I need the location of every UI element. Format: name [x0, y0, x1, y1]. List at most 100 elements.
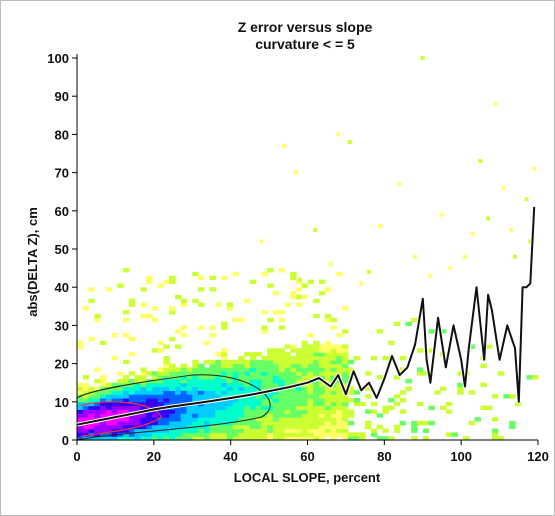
- density-cell: [221, 378, 228, 384]
- density-cell: [105, 420, 113, 426]
- density-cell: [209, 436, 216, 441]
- density-cell: [313, 432, 320, 437]
- density-cell: [203, 428, 211, 433]
- density-cell: [180, 333, 188, 338]
- density-cell: [313, 413, 320, 418]
- density-cell: [290, 417, 297, 422]
- density-cell: [117, 405, 124, 410]
- density-cell: [261, 436, 268, 441]
- density-cell: [180, 398, 188, 403]
- density-cell: [117, 424, 124, 430]
- y-tick-label: 20: [55, 357, 69, 372]
- density-cell: [232, 390, 239, 395]
- density-cell: [151, 420, 159, 426]
- density-cell: [215, 417, 222, 422]
- chart-title: Z error versus slope: [238, 19, 373, 35]
- density-cell: [272, 363, 280, 368]
- density-cell: [272, 375, 280, 380]
- density-cell: [261, 409, 268, 414]
- density-cell: [313, 401, 320, 407]
- density-cell: [163, 344, 170, 349]
- outlier-point: [463, 254, 467, 259]
- density-cell: [347, 359, 355, 365]
- density-cell: [313, 424, 320, 430]
- density-cell: [192, 432, 199, 437]
- density-cell: [238, 413, 245, 418]
- density-cell: [111, 417, 118, 422]
- density-cell: [232, 398, 239, 403]
- density-cell: [175, 294, 182, 300]
- density-cell: [77, 436, 84, 441]
- density-cell: [82, 306, 90, 311]
- density-cell: [203, 386, 211, 391]
- density-cell: [111, 409, 118, 414]
- density-cell: [117, 371, 124, 376]
- density-cell: [399, 409, 407, 414]
- density-cell: [336, 405, 343, 410]
- density-cell: [215, 302, 222, 307]
- density-cell: [186, 436, 193, 441]
- density-cell: [198, 367, 205, 372]
- density-cell: [232, 409, 239, 414]
- density-cell: [111, 398, 118, 403]
- density-cell: [100, 375, 107, 380]
- density-cell: [278, 401, 286, 407]
- density-cell: [324, 432, 332, 437]
- density-cell: [267, 409, 274, 414]
- density-cell: [163, 424, 170, 430]
- density-cell: [157, 401, 165, 407]
- density-cell: [238, 432, 245, 437]
- density-cell: [296, 394, 303, 399]
- density-cell: [261, 356, 268, 361]
- density-cell: [319, 390, 326, 395]
- density-cell: [221, 424, 228, 430]
- density-cell: [284, 394, 291, 399]
- density-cell: [272, 398, 280, 403]
- density-cell: [272, 382, 280, 388]
- density-cell: [267, 375, 274, 380]
- density-cell: [140, 405, 147, 410]
- density-cell: [157, 382, 165, 388]
- density-cell: [278, 348, 286, 353]
- density-cell: [249, 375, 257, 380]
- density-cell: [226, 409, 234, 414]
- density-cell: [146, 424, 153, 430]
- density-cell: [307, 428, 314, 433]
- density-cell: [221, 382, 228, 388]
- density-cell: [175, 394, 182, 399]
- density-cell: [169, 409, 176, 414]
- density-cell: [163, 356, 170, 361]
- density-cell: [192, 409, 199, 414]
- density-cell: [209, 394, 216, 399]
- density-cell: [261, 405, 268, 410]
- density-cell: [169, 417, 176, 422]
- density-cell: [88, 336, 95, 342]
- density-cell: [255, 375, 262, 380]
- density-cell: [169, 367, 176, 372]
- density-cell: [290, 405, 297, 410]
- density-cell: [226, 359, 234, 365]
- density-cell: [209, 287, 216, 292]
- density-cell: [324, 386, 332, 391]
- density-cell: [255, 424, 262, 430]
- density-cell: [203, 413, 211, 418]
- density-cell: [186, 413, 193, 418]
- density-cell: [422, 428, 430, 433]
- density-cell: [272, 409, 280, 414]
- density-cell: [88, 424, 95, 430]
- density-cell: [342, 367, 349, 372]
- density-cell: [307, 352, 314, 357]
- density-cell: [319, 428, 326, 433]
- density-cell: [405, 386, 412, 391]
- density-cell: [169, 371, 176, 376]
- density-cell: [353, 432, 360, 437]
- density-cell: [100, 394, 107, 399]
- outlier-point: [501, 185, 506, 190]
- density-cell: [336, 401, 343, 407]
- density-cell: [163, 367, 170, 372]
- density-cell: [278, 325, 286, 330]
- density-cell: [209, 409, 216, 414]
- density-cell: [123, 375, 130, 380]
- density-cell: [192, 382, 199, 388]
- density-cell: [140, 390, 147, 395]
